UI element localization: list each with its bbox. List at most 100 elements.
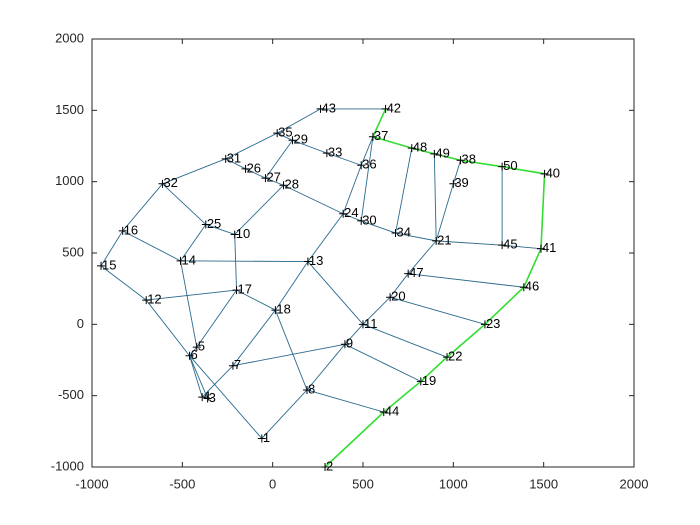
edge <box>122 230 181 262</box>
node-label: 28 <box>285 177 299 192</box>
node-marker <box>316 104 325 113</box>
node-marker <box>142 296 151 305</box>
node-marker <box>416 377 425 386</box>
edge <box>307 213 344 262</box>
node-marker <box>97 261 106 270</box>
node-marker <box>404 269 413 278</box>
node-marker <box>381 104 390 113</box>
edge <box>389 296 486 325</box>
edge <box>360 136 374 221</box>
node-marker <box>232 286 241 295</box>
node-label: 19 <box>422 373 436 388</box>
edge <box>326 152 362 166</box>
node-marker <box>519 283 528 292</box>
edge <box>407 240 437 274</box>
node-label: 25 <box>207 216 221 231</box>
edge <box>362 296 391 325</box>
edge <box>180 224 207 262</box>
node-label: 30 <box>362 212 376 227</box>
node-label: 11 <box>364 316 378 331</box>
edge <box>344 324 364 345</box>
edge <box>344 343 422 382</box>
node-label: 49 <box>435 145 449 160</box>
node-marker <box>158 179 167 188</box>
x-tick-label: -500 <box>169 476 195 491</box>
plot-frame <box>91 38 635 468</box>
edge <box>162 183 207 225</box>
y-tick-label: 0 <box>77 316 84 331</box>
node-label: 45 <box>503 237 517 252</box>
node-marker <box>407 144 416 153</box>
node-marker <box>357 161 366 170</box>
node-marker <box>340 340 349 349</box>
edge <box>395 148 413 234</box>
node-label: 1 <box>263 430 270 445</box>
node-marker <box>480 320 489 329</box>
node-marker <box>201 220 210 229</box>
node-marker <box>430 149 439 158</box>
node-marker <box>176 256 185 265</box>
highlight-edge <box>372 135 413 149</box>
edge <box>100 230 124 267</box>
node-marker <box>241 164 250 173</box>
node-marker <box>273 129 282 138</box>
node-marker <box>359 320 367 329</box>
node-label: 34 <box>397 224 411 239</box>
node-label: 29 <box>294 132 308 147</box>
node-marker <box>322 149 331 158</box>
edge <box>360 136 374 166</box>
node-marker <box>303 257 312 266</box>
node-label: 8 <box>308 381 315 396</box>
node-label: 46 <box>525 279 539 294</box>
highlight-edge <box>540 173 546 249</box>
y-tick-label: 500 <box>62 244 84 259</box>
node-marker <box>192 343 201 352</box>
node-label: 48 <box>413 140 427 155</box>
edge <box>265 140 293 179</box>
node-label: 10 <box>236 226 250 241</box>
node-label: 33 <box>328 145 342 160</box>
edge <box>265 177 284 186</box>
node-marker <box>257 434 266 443</box>
node-marker <box>449 179 458 188</box>
node-marker <box>339 209 348 218</box>
node-marker <box>198 393 207 402</box>
highlight-edge <box>501 165 545 175</box>
node-marker <box>386 293 395 302</box>
node-marker <box>302 385 311 394</box>
node-marker <box>221 154 230 163</box>
edge <box>436 240 503 246</box>
node-label: 47 <box>409 265 423 280</box>
highlight-edge <box>411 147 435 155</box>
edge <box>408 273 524 288</box>
x-tick-label: -1000 <box>75 476 108 491</box>
node-label: 43 <box>322 100 336 115</box>
node-marker <box>228 361 237 370</box>
node-label: 3 <box>209 390 216 405</box>
edge <box>276 108 321 134</box>
node-label: 26 <box>247 160 261 175</box>
node-marker <box>357 216 366 225</box>
edge <box>236 289 276 311</box>
edge <box>433 153 437 241</box>
edge <box>306 344 346 391</box>
node-label: 39 <box>454 175 468 190</box>
y-tick-label: -500 <box>58 387 84 402</box>
edge <box>245 168 266 179</box>
x-tick-label: 1500 <box>529 476 558 491</box>
node-label: 5 <box>198 339 205 354</box>
node-marker <box>185 351 194 360</box>
node-marker <box>498 241 507 250</box>
node-marker <box>443 353 452 362</box>
edge <box>189 355 263 439</box>
edge <box>283 184 344 215</box>
node-marker <box>321 463 330 471</box>
node-label: 37 <box>374 128 388 143</box>
highlight-edge <box>372 108 387 138</box>
node-label: 14 <box>182 252 196 267</box>
node-label: 7 <box>234 357 241 372</box>
edge <box>452 160 461 184</box>
node-label: 13 <box>309 253 323 268</box>
edge <box>362 323 448 358</box>
x-tick-label: 0 <box>269 476 276 491</box>
